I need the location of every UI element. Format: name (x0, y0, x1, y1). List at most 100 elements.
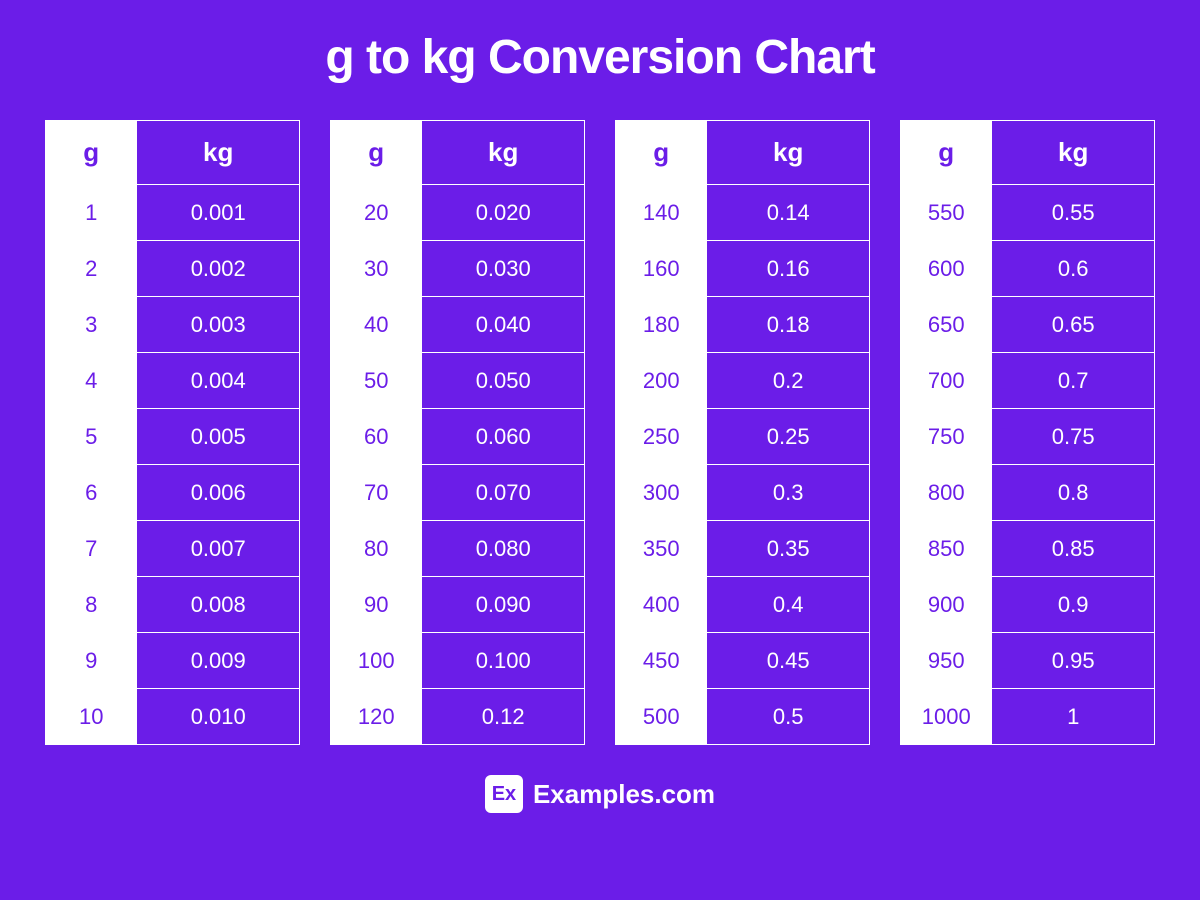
cell-kg-value: 0.5 (707, 689, 870, 745)
table-row: 7500.75 (901, 409, 1155, 465)
cell-kg-value: 0.002 (137, 241, 300, 297)
cell-g-value: 750 (901, 409, 992, 465)
cell-g-value: 160 (616, 241, 707, 297)
cell-g-value: 60 (331, 409, 422, 465)
table-row: 30.003 (46, 297, 300, 353)
cell-kg-value: 0.005 (137, 409, 300, 465)
table-row: 9500.95 (901, 633, 1155, 689)
cell-kg-value: 0.030 (422, 241, 585, 297)
table-row: 300.030 (331, 241, 585, 297)
table-row: 8000.8 (901, 465, 1155, 521)
cell-g-value: 250 (616, 409, 707, 465)
cell-kg-value: 0.7 (992, 353, 1155, 409)
column-header-kg: kg (422, 121, 585, 185)
cell-g-value: 350 (616, 521, 707, 577)
cell-kg-value: 0.006 (137, 465, 300, 521)
cell-kg-value: 0.45 (707, 633, 870, 689)
table-row: 1400.14 (616, 185, 870, 241)
cell-kg-value: 0.95 (992, 633, 1155, 689)
cell-g-value: 90 (331, 577, 422, 633)
table-row: 100.010 (46, 689, 300, 745)
cell-g-value: 850 (901, 521, 992, 577)
cell-kg-value: 0.2 (707, 353, 870, 409)
cell-kg-value: 0.8 (992, 465, 1155, 521)
cell-g-value: 1000 (901, 689, 992, 745)
cell-g-value: 40 (331, 297, 422, 353)
cell-g-value: 50 (331, 353, 422, 409)
column-header-kg: kg (992, 121, 1155, 185)
cell-g-value: 800 (901, 465, 992, 521)
cell-g-value: 2 (46, 241, 137, 297)
cell-g-value: 600 (901, 241, 992, 297)
cell-kg-value: 1 (992, 689, 1155, 745)
column-header-kg: kg (707, 121, 870, 185)
cell-kg-value: 0.12 (422, 689, 585, 745)
cell-g-value: 3 (46, 297, 137, 353)
table-row: 200.020 (331, 185, 585, 241)
column-header-g: g (901, 121, 992, 185)
cell-kg-value: 0.007 (137, 521, 300, 577)
cell-kg-value: 0.65 (992, 297, 1155, 353)
cell-g-value: 4 (46, 353, 137, 409)
cell-g-value: 5 (46, 409, 137, 465)
table-row: 1600.16 (616, 241, 870, 297)
table-row: 2000.2 (616, 353, 870, 409)
table-row: 6500.65 (901, 297, 1155, 353)
cell-kg-value: 0.55 (992, 185, 1155, 241)
cell-g-value: 300 (616, 465, 707, 521)
cell-g-value: 900 (901, 577, 992, 633)
cell-g-value: 500 (616, 689, 707, 745)
conversion-table: gkg5500.556000.66500.657000.77500.758000… (900, 120, 1155, 745)
column-header-g: g (46, 121, 137, 185)
cell-kg-value: 0.009 (137, 633, 300, 689)
cell-g-value: 70 (331, 465, 422, 521)
table-row: 6000.6 (901, 241, 1155, 297)
table-row: 60.006 (46, 465, 300, 521)
table-row: 7000.7 (901, 353, 1155, 409)
table-row: 800.080 (331, 521, 585, 577)
cell-kg-value: 0.18 (707, 297, 870, 353)
cell-kg-value: 0.060 (422, 409, 585, 465)
table-row: 4000.4 (616, 577, 870, 633)
cell-kg-value: 0.050 (422, 353, 585, 409)
cell-kg-value: 0.6 (992, 241, 1155, 297)
chart-title: g to kg Conversion Chart (325, 30, 874, 85)
cell-kg-value: 0.3 (707, 465, 870, 521)
table-row: 80.008 (46, 577, 300, 633)
table-row: 4500.45 (616, 633, 870, 689)
cell-g-value: 120 (331, 689, 422, 745)
cell-kg-value: 0.003 (137, 297, 300, 353)
footer: Ex Examples.com (485, 775, 715, 813)
table-row: 1000.100 (331, 633, 585, 689)
cell-kg-value: 0.070 (422, 465, 585, 521)
table-row: 2500.25 (616, 409, 870, 465)
cell-g-value: 30 (331, 241, 422, 297)
cell-g-value: 8 (46, 577, 137, 633)
cell-g-value: 9 (46, 633, 137, 689)
conversion-table: gkg200.020300.030400.040500.050600.06070… (330, 120, 585, 745)
cell-kg-value: 0.100 (422, 633, 585, 689)
cell-kg-value: 0.4 (707, 577, 870, 633)
table-row: 9000.9 (901, 577, 1155, 633)
column-header-g: g (616, 121, 707, 185)
column-header-kg: kg (137, 121, 300, 185)
column-header-g: g (331, 121, 422, 185)
cell-g-value: 7 (46, 521, 137, 577)
cell-kg-value: 0.080 (422, 521, 585, 577)
table-row: 1200.12 (331, 689, 585, 745)
table-row: 3500.35 (616, 521, 870, 577)
table-row: 500.050 (331, 353, 585, 409)
cell-kg-value: 0.35 (707, 521, 870, 577)
cell-kg-value: 0.14 (707, 185, 870, 241)
cell-g-value: 450 (616, 633, 707, 689)
table-row: 900.090 (331, 577, 585, 633)
cell-g-value: 180 (616, 297, 707, 353)
table-row: 3000.3 (616, 465, 870, 521)
table-row: 400.040 (331, 297, 585, 353)
table-row: 5500.55 (901, 185, 1155, 241)
table-row: 1800.18 (616, 297, 870, 353)
cell-kg-value: 0.85 (992, 521, 1155, 577)
cell-kg-value: 0.004 (137, 353, 300, 409)
table-row: 700.070 (331, 465, 585, 521)
conversion-table: gkg1400.141600.161800.182000.22500.25300… (615, 120, 870, 745)
